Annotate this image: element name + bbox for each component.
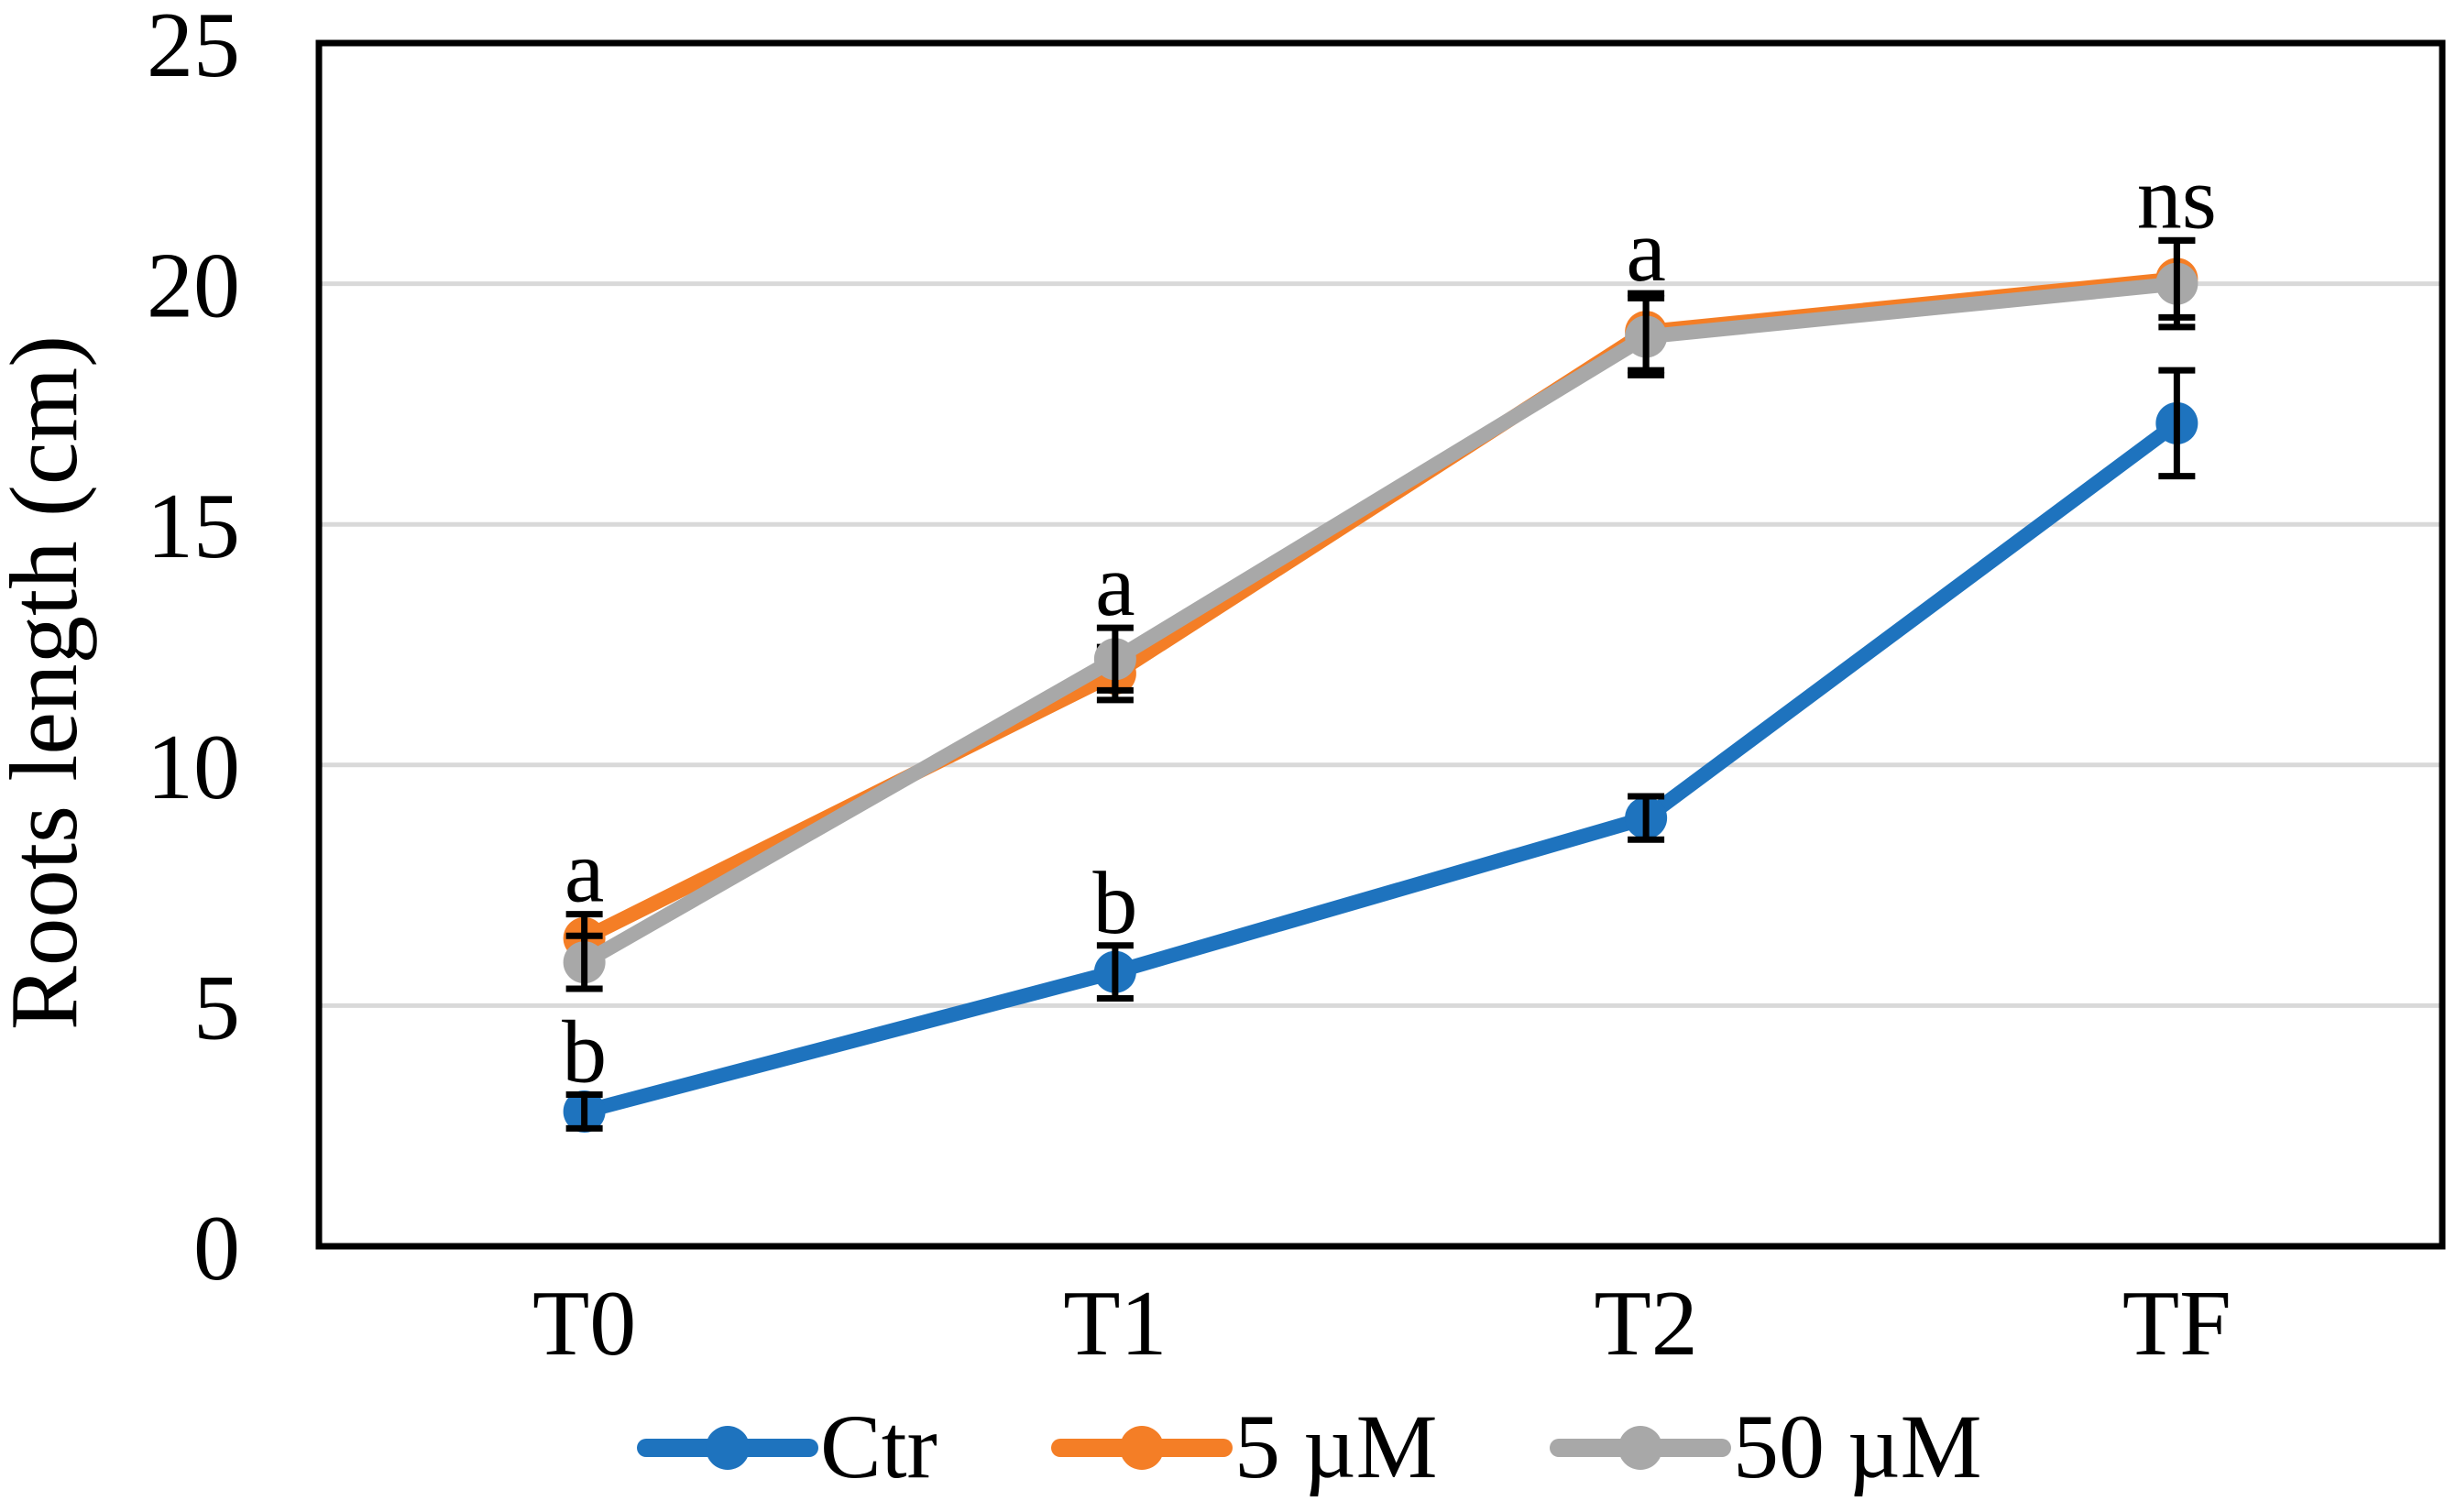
- legend-item-50 µM: 50 µM: [1550, 1396, 1982, 1497]
- error-bar: [1628, 793, 1665, 843]
- series-50 µM: [563, 236, 2198, 992]
- error-bar: [2158, 367, 2196, 480]
- y-tick-label: 10: [147, 716, 240, 819]
- legend-swatch-marker: [1618, 1426, 1662, 1470]
- y-tick-label: 25: [147, 0, 240, 97]
- significance-letter: a: [1626, 202, 1666, 301]
- y-tick-label: 0: [193, 1197, 240, 1300]
- error-bar: [1628, 294, 1665, 378]
- y-tick-label: 15: [147, 475, 240, 578]
- series-line: [576, 415, 2185, 1119]
- x-tick-label: TF: [2122, 1272, 2231, 1375]
- legend-label: 50 µM: [1733, 1396, 1982, 1497]
- significance-letter: a: [565, 823, 605, 922]
- significance-letter: b: [1092, 854, 1137, 953]
- legend-item-Ctr: Ctr: [637, 1396, 937, 1497]
- plot-border: [315, 39, 2446, 1250]
- y-axis-tick-labels: 0 5 10 15 20 25: [147, 0, 240, 1300]
- error-bar: [565, 932, 603, 992]
- error-bar: [565, 1091, 603, 1132]
- error-bar: [2158, 236, 2196, 331]
- series-line: [576, 276, 2185, 970]
- legend: Ctr 5 µM 50 µM: [637, 1396, 1982, 1497]
- x-axis-tick-labels: T0 T1 T2 TF: [532, 1272, 2231, 1375]
- legend-label: 5 µM: [1234, 1396, 1438, 1497]
- significance-letter: b: [562, 1003, 607, 1102]
- error-bar: [1096, 942, 1134, 1003]
- significance-letter: ns: [2137, 148, 2217, 247]
- x-tick-label: T0: [532, 1272, 636, 1375]
- legend-swatch-marker: [706, 1426, 750, 1470]
- legend-swatch-marker: [1120, 1426, 1164, 1470]
- series-5 µM: [563, 236, 2198, 966]
- series-Ctr: [563, 367, 2198, 1133]
- legend-label: Ctr: [820, 1396, 937, 1497]
- significance-letter: a: [1095, 536, 1135, 635]
- x-tick-label: T1: [1063, 1272, 1167, 1375]
- y-tick-label: 20: [147, 235, 240, 338]
- x-tick-label: T2: [1594, 1272, 1697, 1375]
- y-tick-label: 5: [193, 956, 240, 1059]
- series-group: [563, 236, 2198, 1133]
- y-axis-title: Roots length (cm): [0, 335, 97, 1030]
- error-bar: [1096, 624, 1134, 694]
- legend-item-5 µM: 5 µM: [1051, 1396, 1438, 1497]
